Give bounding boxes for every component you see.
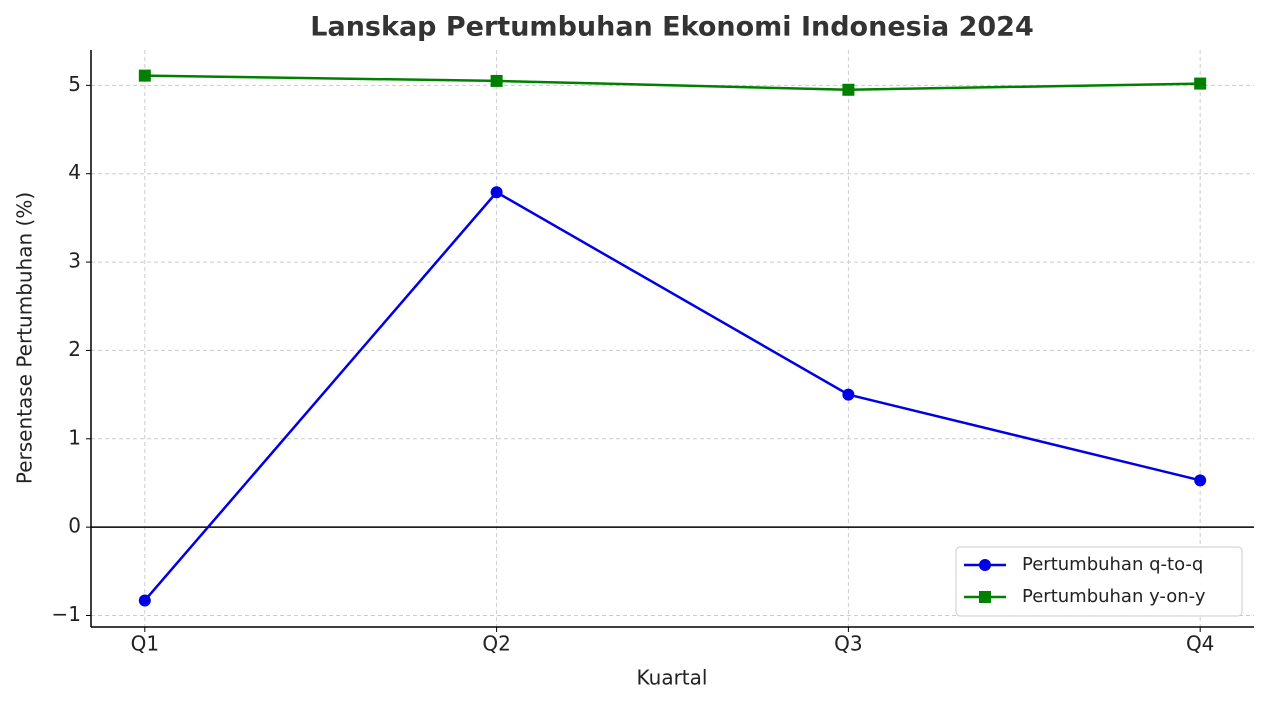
x-axis-label: Kuartal <box>637 666 708 690</box>
series-line <box>143 190 1201 602</box>
y-axis-label: Persentase Pertumbuhan (%) <box>13 192 37 484</box>
marker <box>842 83 855 96</box>
series-line <box>144 74 1201 92</box>
y-tick-label: 5 <box>68 72 81 96</box>
chart-title: Lanskap Pertumbuhan Ekonomi Indonesia 20… <box>310 12 1033 43</box>
legend-box <box>955 546 1243 617</box>
y-tick-label: 4 <box>68 160 81 184</box>
x-tick-label: Q1 <box>131 632 159 656</box>
grid <box>91 50 1254 627</box>
marker <box>1194 474 1207 487</box>
y-tick-label: −1 <box>52 602 81 626</box>
x-tick-label: Q2 <box>482 632 510 656</box>
marker <box>138 594 151 607</box>
y-tick-label: 1 <box>68 425 81 449</box>
y-tick-label: 2 <box>68 337 81 361</box>
marker <box>979 559 991 571</box>
marker <box>138 69 151 82</box>
marker <box>979 591 991 603</box>
marker <box>842 388 855 401</box>
plot-area <box>138 69 1207 607</box>
x-tick-label: Q3 <box>834 632 862 656</box>
y-tick-label: 0 <box>68 514 81 538</box>
marker <box>1194 77 1207 90</box>
y-tick-label: 3 <box>68 249 81 273</box>
legend: Pertumbuhan q-to-q Pertumbuhan y-on-y <box>955 546 1243 617</box>
x-tick-label: Q4 <box>1186 632 1214 656</box>
legend-label: Pertumbuhan y-on-y <box>1022 586 1206 607</box>
marker <box>490 186 503 199</box>
marker <box>490 74 503 87</box>
legend-label: Pertumbuhan q-to-q <box>1022 554 1203 575</box>
